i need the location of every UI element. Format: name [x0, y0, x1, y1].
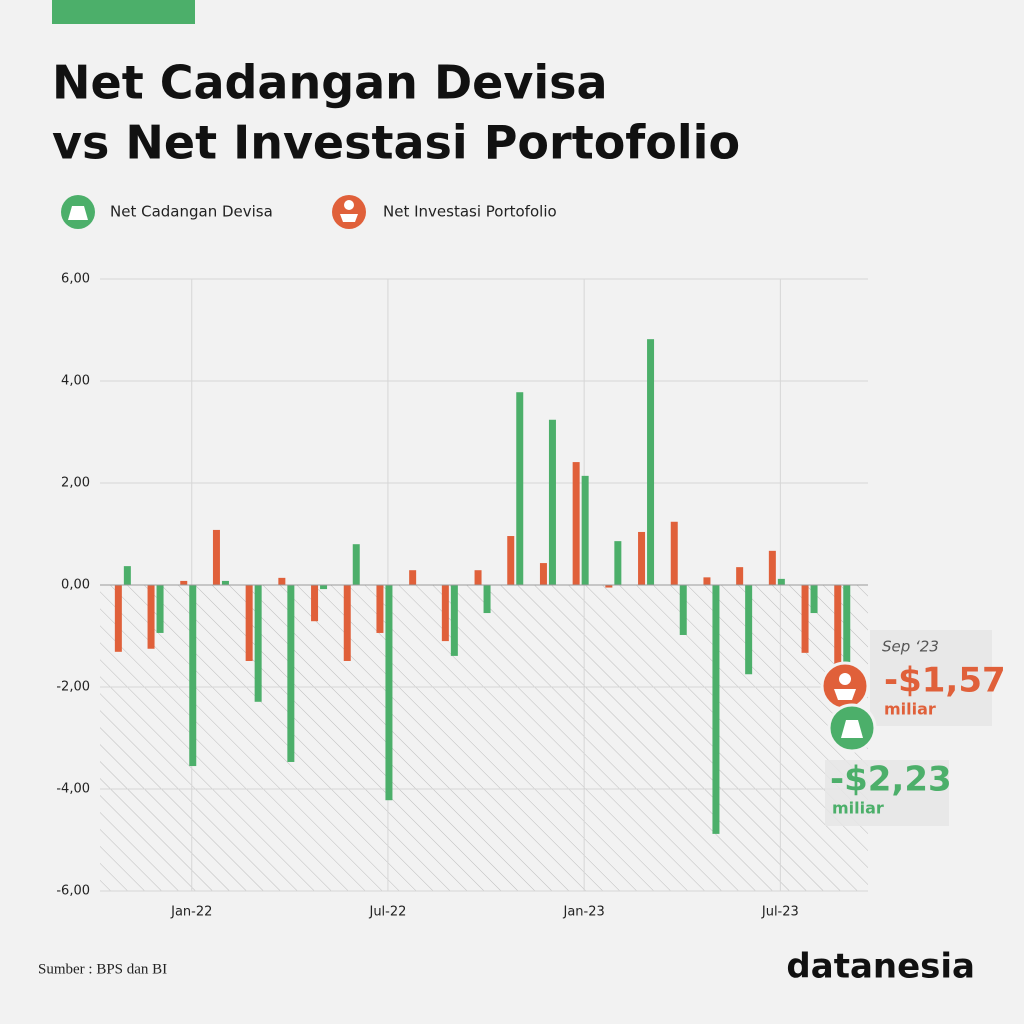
bar [450, 585, 458, 656]
bar [189, 585, 197, 767]
legend-icon [332, 195, 366, 229]
legend-icon-shape [68, 206, 88, 220]
bar [548, 419, 556, 585]
bar [441, 585, 449, 642]
bar [581, 475, 589, 585]
bar [320, 585, 328, 590]
bar [670, 521, 678, 585]
value-label: -$2,23 [830, 760, 952, 800]
bar [638, 531, 646, 585]
bar [212, 529, 220, 585]
bar [736, 567, 744, 585]
annotation-box [825, 760, 949, 826]
bar [114, 585, 122, 652]
chart-title: vs Net Investasi Portofolio [52, 116, 740, 170]
legend: Net Cadangan Devisa Net Investasi Portof… [61, 195, 557, 229]
legend-icon-shape [340, 214, 358, 222]
bar [703, 577, 711, 585]
y-tick-label: -4,00 [56, 782, 90, 797]
chart-title: Net Cadangan Devisa [52, 56, 608, 110]
x-tick-label: Jul-22 [368, 905, 406, 920]
bar [605, 585, 613, 588]
annotation-icon-shape [841, 720, 863, 738]
bar [352, 544, 360, 585]
bar [221, 580, 229, 585]
bar [614, 541, 622, 585]
bar [834, 585, 842, 666]
y-tick-label: -2,00 [56, 680, 90, 695]
bar [801, 585, 809, 653]
bar [843, 585, 851, 699]
negative-hatch [100, 585, 868, 891]
x-tick-label: Jan-23 [563, 905, 605, 920]
bar [777, 578, 785, 585]
bar [180, 580, 188, 585]
bar [647, 339, 655, 585]
y-tick-label: 6,00 [61, 272, 90, 287]
value-label: -$1,57 [884, 661, 1006, 701]
x-tick-label: Jul-23 [761, 905, 799, 920]
bar [385, 585, 393, 801]
y-tick-label: 4,00 [61, 374, 90, 389]
annotation-period: Sep ‘23 [882, 638, 939, 656]
y-tick-label: 0,00 [61, 578, 90, 593]
bar [768, 550, 776, 585]
bar [311, 585, 319, 622]
bar [245, 585, 253, 661]
bar [254, 585, 262, 702]
bar [572, 462, 580, 585]
y-tick-label: 2,00 [61, 476, 90, 491]
bar [745, 585, 753, 675]
bar [539, 563, 547, 585]
bar [483, 585, 491, 614]
bar [287, 585, 295, 762]
bar [810, 585, 818, 614]
annotation-icon [820, 661, 870, 711]
source: Sumber : BPS dan BI [38, 961, 167, 977]
x-tick-label: Jan-22 [170, 905, 212, 920]
bar [474, 570, 482, 585]
legend-icon-shape [344, 200, 354, 210]
bar [278, 577, 286, 585]
annotation-icon-shape [839, 673, 851, 685]
bar [123, 566, 131, 585]
top-accent [52, 0, 195, 24]
annotation-unit: miliar [832, 799, 884, 818]
brand: datanesia [786, 947, 975, 987]
legend-label: Net Investasi Portofolio [383, 203, 557, 221]
bar [679, 585, 687, 635]
bar [376, 585, 384, 633]
bar [507, 536, 515, 585]
plot-area: -6,00 -4,00 -2,00 0,00 2,00 4,00 6,00 Jan-22 Jul… [56, 272, 868, 920]
bar [343, 585, 351, 661]
annotation-icon-shape [834, 689, 856, 700]
annotation-unit: miliar [884, 700, 936, 719]
bar [409, 570, 417, 585]
bar [147, 585, 155, 649]
y-tick-label: -6,00 [56, 884, 90, 899]
bar [712, 585, 720, 834]
bar [156, 585, 164, 633]
bar [516, 392, 524, 585]
legend-label: Net Cadangan Devisa [110, 203, 273, 221]
annotation-box [870, 630, 992, 726]
